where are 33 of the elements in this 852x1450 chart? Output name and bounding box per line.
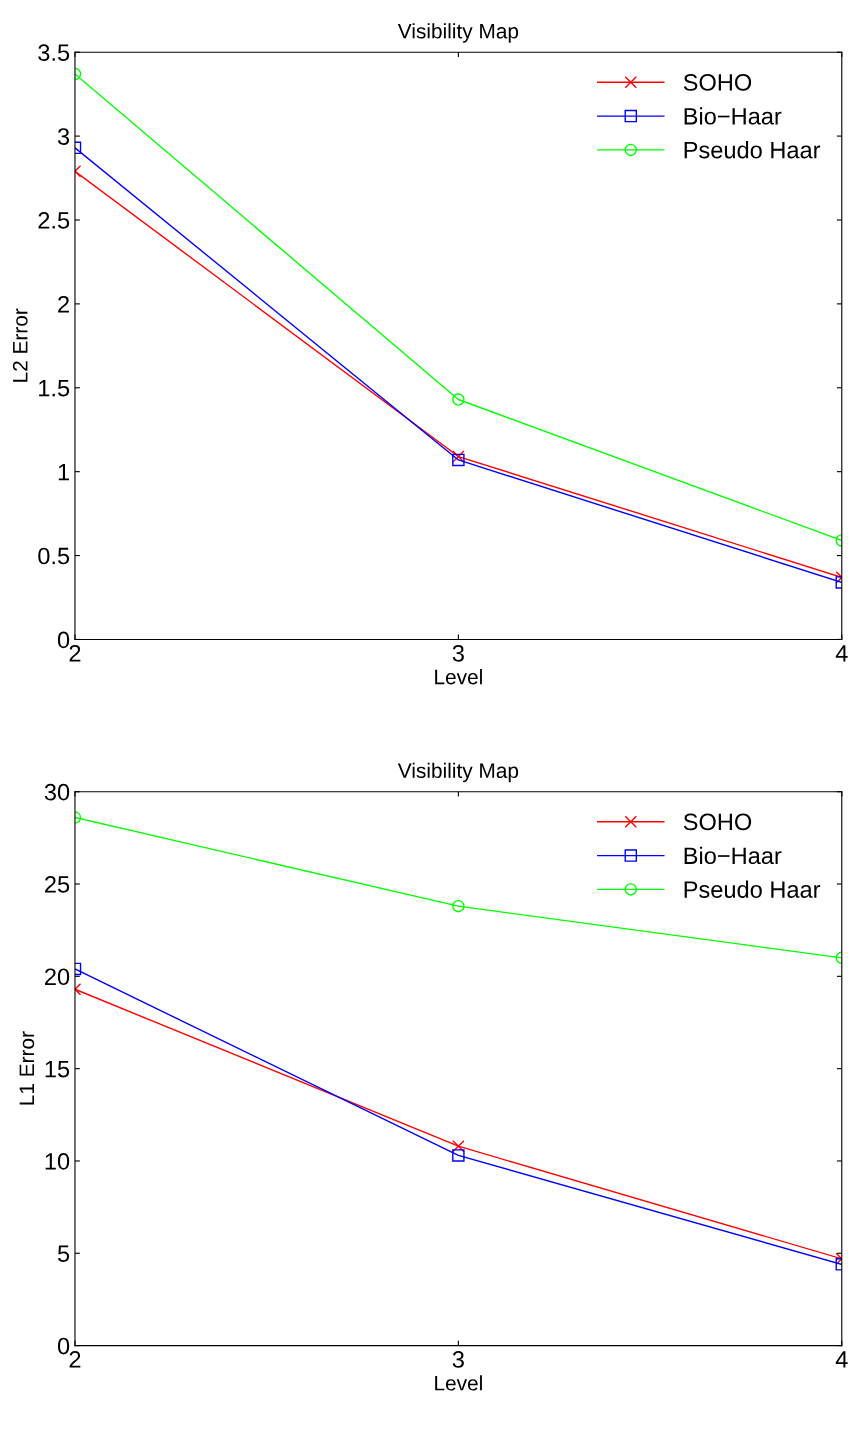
legend-label: Pseudo Haar <box>684 880 821 898</box>
y-axis-title: L1 Error <box>19 1031 35 1105</box>
legend-label: SOHO <box>683 813 752 831</box>
y-tick-label: 2 <box>58 295 69 313</box>
y-tick-label: 0 <box>57 631 70 649</box>
x-tick-label: 4 <box>835 1351 848 1368</box>
x-tick-label: 2 <box>69 644 81 662</box>
y-tick-label: 1.5 <box>39 380 70 397</box>
chart-title: Visibility Map <box>397 762 519 783</box>
y-tick-label: 0 <box>57 1337 70 1355</box>
y-tick-label: 5 <box>57 1245 70 1263</box>
x-axis-title: Level <box>435 1375 482 1391</box>
chart-title: Visibility Map <box>397 23 519 43</box>
y-tick-label: 1 <box>58 463 69 481</box>
y-tick-label: 0.5 <box>38 547 70 565</box>
y-tick-label: 15 <box>45 1060 70 1078</box>
x-tick-label: 3 <box>452 1351 464 1368</box>
y-axis-title: L2 Error <box>12 308 28 382</box>
legend-label: SOHO <box>683 74 752 91</box>
x-axis-title: Level <box>435 669 482 685</box>
y-tick-label: 25 <box>45 876 70 893</box>
y-tick-label: 2.5 <box>38 212 70 229</box>
y-tick-label: 10 <box>45 1153 70 1170</box>
legend-label: Bio−Haar <box>684 107 782 125</box>
y-tick-label: 30 <box>44 783 70 801</box>
x-tick-label: 4 <box>835 645 848 662</box>
y-tick-label: 20 <box>45 968 70 986</box>
x-tick-label: 2 <box>69 1351 81 1368</box>
x-tick-label: 3 <box>452 644 464 662</box>
legend-label: Bio−Haar <box>684 846 782 865</box>
legend-label: Pseudo Haar <box>684 141 821 159</box>
y-tick-label: 3.5 <box>38 44 70 61</box>
y-tick-label: 3 <box>57 128 70 145</box>
